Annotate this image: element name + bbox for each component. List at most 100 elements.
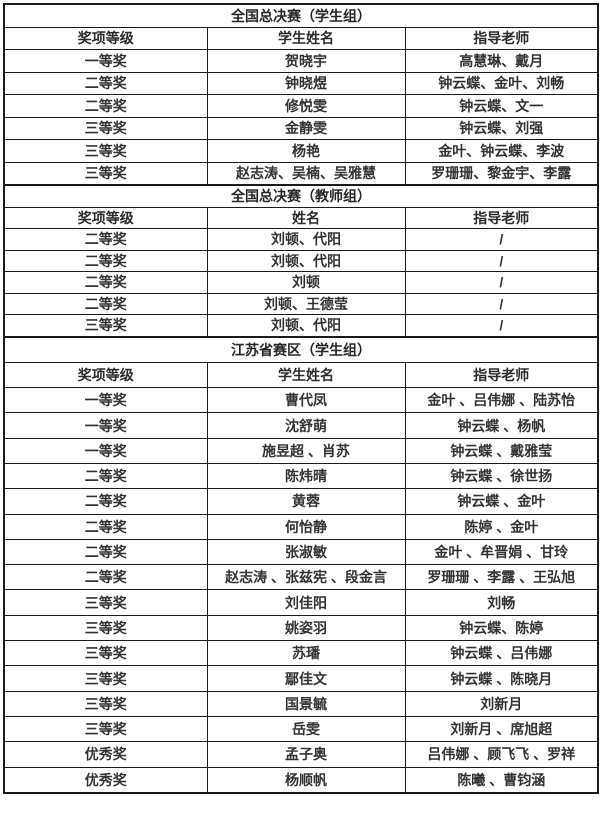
award-level-cell: 三等奖 [3,690,208,717]
table-row: 三等奖 刘佳阳 刘畅 [3,589,599,616]
name-cell: 刘顿、代阳 [206,228,406,251]
table-row: 一等奖 曹代凤 金叶 、吕伟娜 、陆苏怡 [3,387,599,414]
name-cell: 赵志涛 、张兹宪 、段金言 [206,564,406,591]
award-level-cell: 三等奖 [3,314,208,337]
teacher-cell: 金叶 、牟晋娟 、甘玲 [404,538,599,566]
section-title: 江苏省赛区（学生组） [3,335,599,363]
section-title-row: 全国总决赛（学生组） [3,3,599,28]
name-cell: 赵志涛、吴楠、吴雅慧 [206,161,406,186]
teacher-cell: 钟云蝶 、吕伟娜 [404,640,599,667]
award-level-cell: 二等奖 [3,271,208,294]
award-level-cell: 三等奖 [3,640,208,667]
award-level-cell: 二等奖 [3,513,208,540]
award-level-cell: 三等奖 [3,139,208,163]
teacher-cell: 高慧琳、戴月 [404,49,599,73]
name-cell: 杨顺帆 [206,766,406,794]
teacher-cell: 金叶 、吕伟娜 、陆苏怡 [404,387,599,414]
table-row: 三等奖 刘顿、代阳 / [3,314,599,337]
name-cell: 刘顿、代阳 [206,249,406,272]
name-cell: 黄蓉 [206,488,406,515]
award-level-cell: 二等奖 [3,292,208,315]
teacher-cell: 刘畅 [404,589,599,616]
name-cell: 修悦雯 [206,94,406,118]
teacher-cell: / [404,228,599,251]
name-cell: 鄢佳文 [206,665,406,692]
award-level-cell: 三等奖 [3,715,208,743]
award-level-cell: 优秀奖 [3,741,208,768]
award-level-cell: 二等奖 [3,249,208,272]
table-row: 三等奖 杨艳 金叶、钟云蝶、李波 [3,139,599,163]
table-row: 二等奖 钟晓煜 钟云蝶、金叶、刘畅 [3,71,599,95]
table-row: 优秀奖 孟子奥 吕伟娜 、顾飞飞 、罗祥 [3,741,599,768]
award-level-cell: 二等奖 [3,462,208,490]
teacher-cell: 钟云蝶、陈婷 [404,614,599,642]
award-level-cell: 二等奖 [3,94,208,118]
name-cell: 张淑敏 [206,538,406,566]
table-row: 三等奖 苏璠 钟云蝶 、吕伟娜 [3,640,599,667]
name-cell: 姚姿羽 [206,614,406,642]
table-row: 二等奖 刘顿 / [3,271,599,294]
name-cell: 岳雯 [206,715,406,743]
table-row: 一等奖 贺晓宇 高慧琳、戴月 [3,49,599,73]
teacher-cell: 钟云蝶、金叶、刘畅 [404,71,599,95]
teacher-cell: 吕伟娜 、顾飞飞 、罗祥 [404,741,599,768]
award-level-cell: 一等奖 [3,437,208,464]
award-level-cell: 三等奖 [3,161,208,186]
teacher-cell: 钟云蝶 、杨帆 [404,412,599,439]
teacher-cell: 罗珊珊、黎金宇、李露 [404,161,599,186]
table-row: 三等奖 赵志涛、吴楠、吴雅慧 罗珊珊、黎金宇、李露 [3,161,599,186]
column-header: 指导老师 [404,361,599,389]
award-level-cell: 优秀奖 [3,766,208,794]
teacher-cell: 钟云蝶、文一 [404,94,599,118]
column-header-row: 奖项等级 学生姓名 指导老师 [3,361,599,389]
name-cell: 刘顿 [206,271,406,294]
teacher-cell: 钟云蝶 、徐世扬 [404,462,599,490]
table-row: 二等奖 赵志涛 、张兹宪 、段金言 罗珊珊 、李露 、王弘旭 [3,564,599,591]
award-level-cell: 三等奖 [3,614,208,642]
teacher-cell: 金叶、钟云蝶、李波 [404,139,599,163]
name-cell: 刘顿、王德莹 [206,292,406,315]
teacher-cell: 陈曦 、曹钧涵 [404,766,599,794]
table-row: 二等奖 刘顿、代阳 / [3,249,599,272]
name-cell: 何怡静 [206,513,406,540]
award-level-cell: 三等奖 [3,665,208,692]
teacher-cell: 刘新月 、席旭超 [404,715,599,743]
teacher-cell: 刘新月 [404,690,599,717]
teacher-cell: 钟云蝶 、金叶 [404,488,599,515]
table-row: 优秀奖 杨顺帆 陈曦 、曹钧涵 [3,766,599,794]
table-section: 江苏省赛区（学生组） 奖项等级 学生姓名 指导老师 一等奖 曹代凤 金叶 、吕伟娜 、陆苏怡… [3,335,599,794]
table-row: 二等奖 黄蓉 钟云蝶 、金叶 [3,488,599,515]
table-row: 一等奖 施昱超 、肖苏 钟云蝶 、戴雅莹 [3,437,599,464]
table-section: 全国总决赛（学生组） 奖项等级 学生姓名 指导老师 一等奖 贺晓宇 高慧琳、戴月 二等奖 钟晓煜… [3,3,599,186]
table-row: 二等奖 陈炜晴 钟云蝶 、徐世扬 [3,462,599,490]
table-row: 三等奖 岳雯 刘新月 、席旭超 [3,715,599,743]
section-title-row: 江苏省赛区（学生组） [3,335,599,363]
teacher-cell: 钟云蝶 、陈晓月 [404,665,599,692]
name-cell: 孟子奥 [206,741,406,768]
table-row: 三等奖 鄢佳文 钟云蝶 、陈晓月 [3,665,599,692]
teacher-cell: 陈婷 、金叶 [404,513,599,540]
column-header: 指导老师 [404,26,599,50]
table-row: 三等奖 国景毓 刘新月 [3,690,599,717]
section-title: 全国总决赛（学生组） [3,3,599,28]
table-section: 全国总决赛（教师组） 奖项等级 姓名 指导老师 二等奖 刘顿、代阳 / 二等奖 刘顿、代阳 / 二等… [3,184,599,337]
name-cell: 国景毓 [206,690,406,717]
teacher-cell: / [404,314,599,337]
teacher-cell: / [404,249,599,272]
name-cell: 钟晓煜 [206,71,406,95]
award-level-cell: 二等奖 [3,228,208,251]
name-cell: 陈炜晴 [206,462,406,490]
table-row: 二等奖 张淑敏 金叶 、牟晋娟 、甘玲 [3,538,599,566]
teacher-cell: 钟云蝶 、戴雅莹 [404,437,599,464]
table-row: 二等奖 刘顿、王德莹 / [3,292,599,315]
teacher-cell: 罗珊珊 、李露 、王弘旭 [404,564,599,591]
column-header: 学生姓名 [206,26,406,50]
table-row: 二等奖 何怡静 陈婷 、金叶 [3,513,599,540]
award-level-cell: 二等奖 [3,538,208,566]
column-header: 奖项等级 [3,26,208,50]
teacher-cell: / [404,292,599,315]
teacher-cell: / [404,271,599,294]
column-header: 奖项等级 [3,361,208,389]
section-title: 全国总决赛（教师组） [3,184,599,208]
